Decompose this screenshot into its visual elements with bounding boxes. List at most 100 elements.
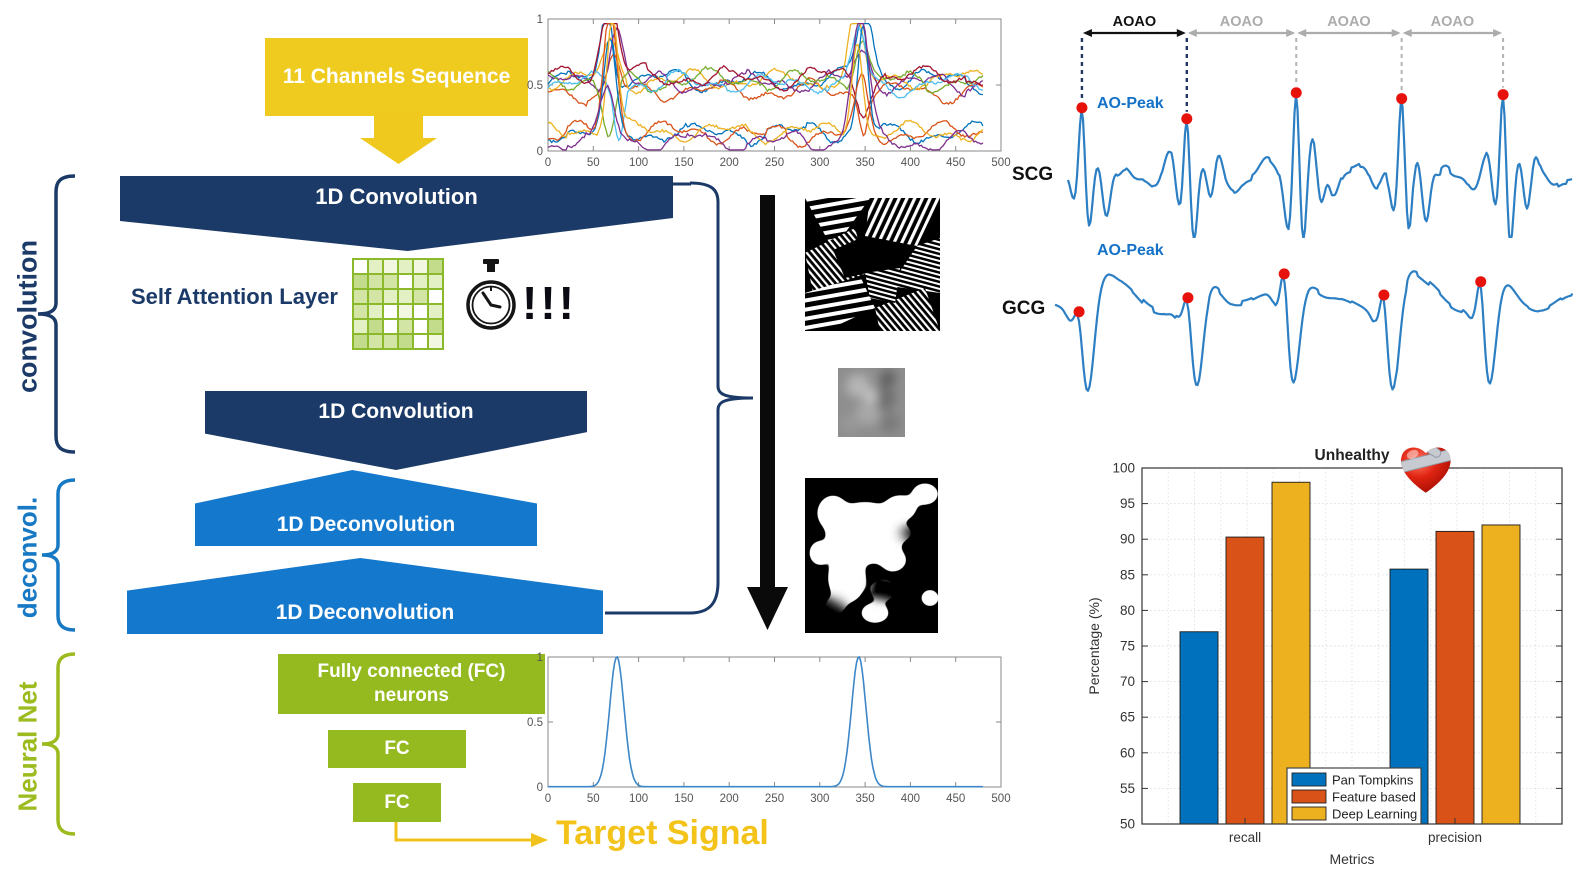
svg-text:350: 350 [856,157,875,169]
svg-text:450: 450 [946,793,965,805]
attention-cell [384,290,397,303]
svg-text:recall: recall [1229,830,1261,845]
attention-cell [414,305,427,318]
svg-text:0.5: 0.5 [527,717,543,729]
attention-cell [369,290,382,303]
stopwatch-icon [466,259,516,330]
attention-cell [429,275,442,288]
svg-text:300: 300 [810,157,829,169]
svg-text:0: 0 [537,782,543,794]
target-signal-plot: 0 50 100 150 200 250 300 350 400 450 500 0 0.5 1 [527,652,1011,805]
svg-text:500: 500 [991,793,1010,805]
attention-cell [384,305,397,318]
attention-cell [384,335,397,348]
svg-text:100: 100 [1112,461,1135,476]
target-connector-arrow [394,822,548,847]
latent-feature-texture-image [838,368,905,437]
svg-text:70: 70 [1120,674,1135,689]
svg-text:500: 500 [991,157,1010,169]
svg-text:0: 0 [545,157,551,169]
attention-cell [354,320,367,333]
attention-cell [429,335,442,348]
layer-fc3-label: FC [384,791,410,813]
svg-text:75: 75 [1120,639,1135,654]
attention-cell [414,275,427,288]
layer-deconv1: 1D Deconvolution [195,470,537,546]
svg-text:200: 200 [720,793,739,805]
svg-text:250: 250 [765,793,784,805]
svg-text:Percentage (%): Percentage (%) [1086,597,1102,694]
attention-cell [354,275,367,288]
attention-cell [384,320,397,333]
svg-text:100: 100 [629,793,648,805]
attention-cell [354,335,367,348]
layer-conv2-label: 1D Convolution [318,400,474,423]
svg-text:85: 85 [1120,567,1135,582]
attention-cell [414,335,427,348]
svg-text:55: 55 [1120,781,1135,796]
attention-cell [369,260,382,273]
attention-cell [384,260,397,273]
input-sequence-box: 11 Channels Sequence [265,38,528,116]
attention-cell [384,275,397,288]
urgency-marks: !!! [522,277,577,329]
down-arrow-icon [360,112,437,164]
brace-convolution [37,174,76,454]
layer-fc-2: FC [328,730,466,768]
svg-text:60: 60 [1120,745,1135,760]
gcg-signal-plot: GCG AO-Peak [1002,242,1573,392]
svg-text:0: 0 [545,793,551,805]
layer-fc-3: FC [353,783,441,822]
svg-text:150: 150 [674,793,693,805]
svg-text:1: 1 [537,14,543,26]
svg-text:300: 300 [810,793,829,805]
layer-conv1: 1D Convolution [120,176,673,251]
brace-neural-net [41,652,76,836]
attention-cell [399,305,412,318]
svg-text:Metrics: Metrics [1329,851,1374,867]
svg-text:200: 200 [720,157,739,169]
input-sequence-plot: 0 50 100 150 200 250 300 350 400 450 500 0 0.5 1 [527,14,1011,169]
svg-text:100: 100 [629,157,648,169]
svg-text:350: 350 [856,793,875,805]
scg-signal-plot: AOAO AOAO AOAO AOAO SCG AO-Peak [1012,14,1573,238]
layer-conv2: 1D Convolution [205,391,587,470]
target-signal-label: Target Signal [556,814,769,852]
svg-text:150: 150 [674,157,693,169]
attention-cell [429,290,442,303]
svg-text:90: 90 [1120,532,1135,547]
svg-text:AOAO: AOAO [1327,14,1371,30]
feature-map-texture-image [805,198,940,331]
attention-cell [369,305,382,318]
svg-text:SCG: SCG [1012,164,1053,185]
svg-text:0: 0 [537,146,543,158]
attention-cell [399,290,412,303]
attention-cell [429,305,442,318]
attention-cell [369,275,382,288]
attention-cell [429,320,442,333]
svg-text:AO-Peak: AO-Peak [1097,95,1164,112]
mending-heart-icon [1400,447,1451,493]
layer-deconv2-label: 1D Deconvolution [275,601,455,624]
svg-text:Feature based: Feature based [1332,790,1416,805]
attention-cell [399,260,412,273]
attention-cell [399,275,412,288]
layer-conv1-label: 1D Convolution [315,184,478,209]
svg-text:450: 450 [946,157,965,169]
attention-cell [414,290,427,303]
svg-text:50: 50 [587,157,600,169]
svg-text:400: 400 [901,793,920,805]
attention-cell [369,335,382,348]
output-brace [605,181,754,615]
svg-text:Unhealthy: Unhealthy [1315,447,1390,464]
feature-flow-arrow-icon [747,195,788,630]
attention-cell [414,260,427,273]
svg-text:0.5: 0.5 [527,80,543,92]
svg-text:250: 250 [765,157,784,169]
performance-bar-chart: 50 55 60 65 70 75 80 85 90 95 100 recall precision Me… [1086,447,1563,867]
svg-text:50: 50 [587,793,600,805]
svg-text:AOAO: AOAO [1220,14,1264,30]
attention-cell [399,335,412,348]
attention-cell [414,320,427,333]
